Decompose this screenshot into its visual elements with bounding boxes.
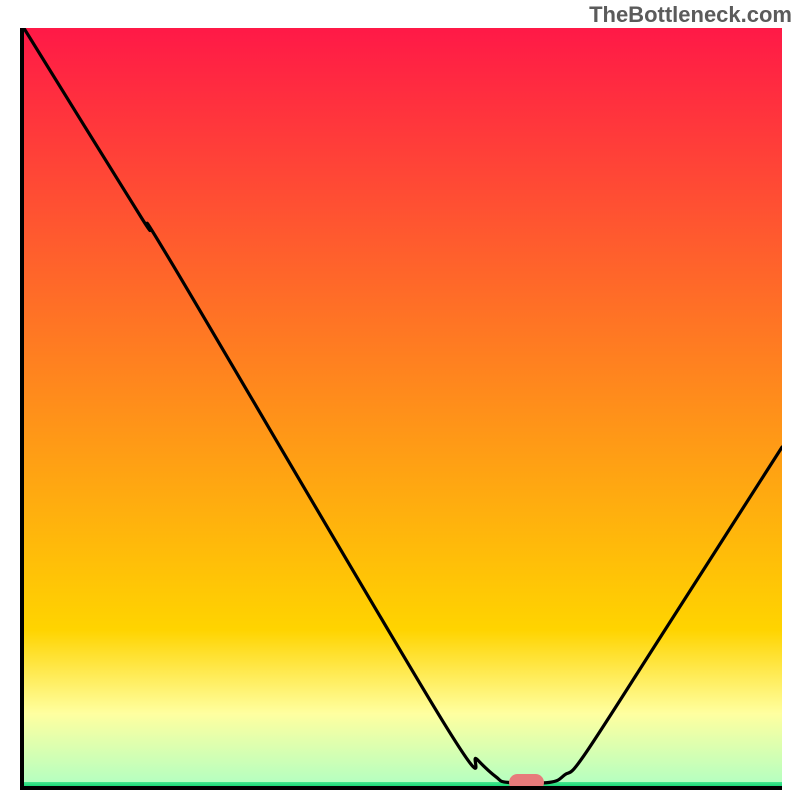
chart-plot-area xyxy=(20,28,782,790)
bottleneck-curve xyxy=(20,28,782,790)
watermark-text: TheBottleneck.com xyxy=(589,2,792,28)
x-axis xyxy=(20,786,782,790)
y-axis xyxy=(20,28,24,790)
